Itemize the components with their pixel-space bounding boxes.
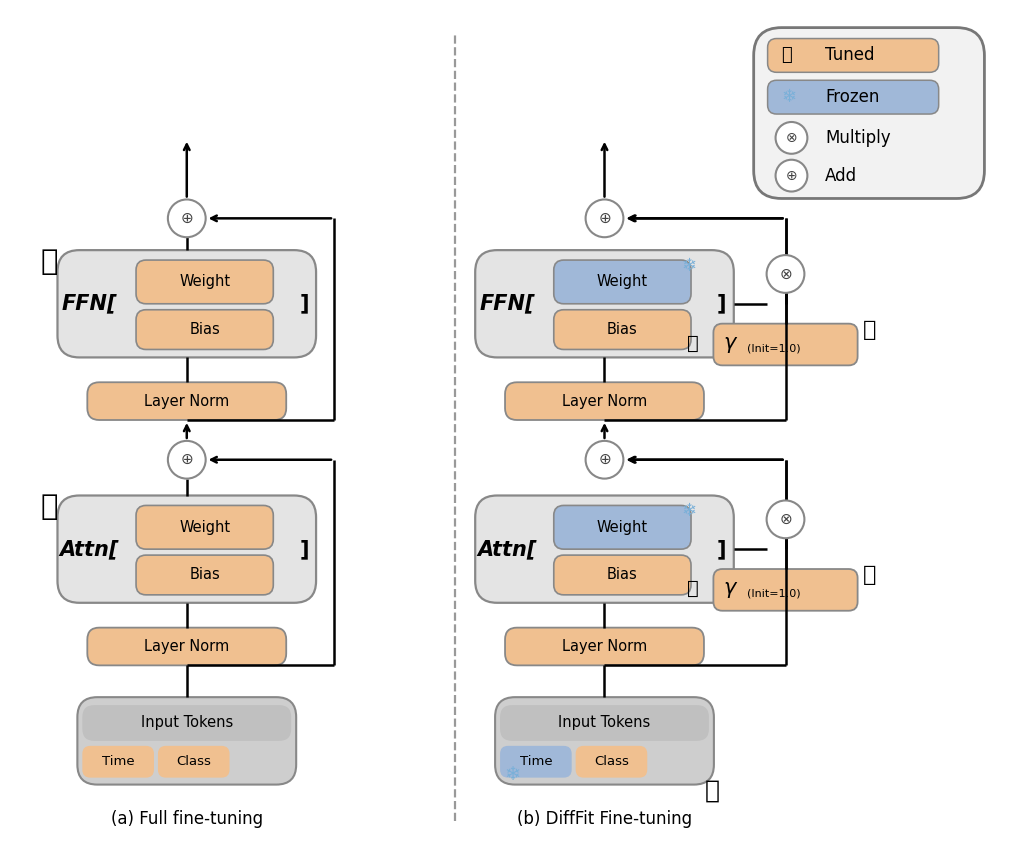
Text: ❄: ❄ — [781, 88, 797, 106]
Text: ]: ] — [717, 294, 727, 314]
FancyBboxPatch shape — [475, 250, 734, 357]
Text: (Init=1.0): (Init=1.0) — [748, 344, 801, 354]
Text: $\gamma$: $\gamma$ — [723, 334, 738, 354]
Text: (Init=1.0): (Init=1.0) — [748, 589, 801, 599]
FancyBboxPatch shape — [714, 323, 858, 365]
Text: (a) Full fine-tuning: (a) Full fine-tuning — [111, 810, 263, 829]
Text: Input Tokens: Input Tokens — [558, 716, 650, 731]
FancyBboxPatch shape — [505, 627, 703, 665]
Text: Class: Class — [594, 755, 629, 768]
FancyBboxPatch shape — [505, 382, 703, 420]
Text: Bias: Bias — [607, 568, 638, 583]
Text: Weight: Weight — [179, 274, 230, 290]
Text: 🔥: 🔥 — [41, 248, 58, 276]
FancyBboxPatch shape — [754, 28, 984, 199]
Text: ⊗: ⊗ — [779, 266, 792, 281]
Text: ⊕: ⊕ — [785, 168, 798, 183]
Circle shape — [168, 200, 206, 237]
FancyBboxPatch shape — [136, 505, 273, 549]
Text: ⊕: ⊕ — [180, 452, 194, 467]
Circle shape — [775, 160, 807, 191]
Text: 🔥: 🔥 — [863, 565, 877, 585]
Circle shape — [586, 441, 624, 478]
Text: ]: ] — [717, 539, 727, 559]
Text: FFN[: FFN[ — [61, 294, 117, 314]
Text: Bias: Bias — [189, 322, 220, 337]
FancyBboxPatch shape — [495, 697, 714, 785]
FancyBboxPatch shape — [136, 310, 273, 349]
Text: $\gamma$: $\gamma$ — [723, 580, 738, 600]
Text: (b) DiffFit Fine-tuning: (b) DiffFit Fine-tuning — [517, 810, 692, 829]
Text: Bias: Bias — [607, 322, 638, 337]
Text: 🔥: 🔥 — [687, 579, 699, 599]
Text: ⊕: ⊕ — [598, 452, 611, 467]
FancyBboxPatch shape — [768, 80, 939, 114]
Circle shape — [168, 441, 206, 478]
FancyBboxPatch shape — [554, 555, 691, 594]
Text: 🔥: 🔥 — [705, 779, 720, 802]
Text: 🔥: 🔥 — [863, 320, 877, 339]
Text: Weight: Weight — [179, 520, 230, 535]
Text: ⊕: ⊕ — [180, 210, 194, 226]
Text: Time: Time — [101, 755, 134, 768]
Text: Bias: Bias — [189, 568, 220, 583]
Text: Input Tokens: Input Tokens — [140, 716, 232, 731]
FancyBboxPatch shape — [554, 260, 691, 304]
Text: ❄: ❄ — [681, 503, 696, 520]
FancyBboxPatch shape — [87, 382, 287, 420]
FancyBboxPatch shape — [82, 746, 154, 778]
Circle shape — [586, 200, 624, 237]
Text: ⊗: ⊗ — [779, 512, 792, 527]
Text: Class: Class — [176, 755, 211, 768]
FancyBboxPatch shape — [87, 627, 287, 665]
Circle shape — [775, 122, 807, 154]
Text: Layer Norm: Layer Norm — [562, 639, 647, 654]
Text: Add: Add — [825, 167, 857, 184]
FancyBboxPatch shape — [136, 555, 273, 594]
Text: Attn[: Attn[ — [477, 539, 537, 559]
Text: Layer Norm: Layer Norm — [562, 393, 647, 408]
FancyBboxPatch shape — [554, 505, 691, 549]
Text: Layer Norm: Layer Norm — [144, 639, 229, 654]
FancyBboxPatch shape — [78, 697, 296, 785]
FancyBboxPatch shape — [714, 569, 858, 610]
FancyBboxPatch shape — [158, 746, 229, 778]
Text: 🔥: 🔥 — [687, 334, 699, 353]
Text: Frozen: Frozen — [825, 88, 880, 106]
Text: ]: ] — [299, 294, 309, 314]
FancyBboxPatch shape — [57, 250, 316, 357]
Text: Tuned: Tuned — [825, 46, 874, 65]
Text: ⊗: ⊗ — [785, 131, 798, 145]
FancyBboxPatch shape — [57, 495, 316, 603]
Text: Weight: Weight — [597, 274, 648, 290]
Text: ⊕: ⊕ — [598, 210, 611, 226]
FancyBboxPatch shape — [575, 746, 647, 778]
Text: 🔥: 🔥 — [781, 46, 793, 65]
Text: ❄: ❄ — [505, 765, 521, 784]
Text: Weight: Weight — [597, 520, 648, 535]
FancyBboxPatch shape — [768, 39, 939, 72]
FancyBboxPatch shape — [500, 705, 709, 741]
FancyBboxPatch shape — [475, 495, 734, 603]
Text: ❄: ❄ — [681, 257, 696, 275]
Circle shape — [767, 500, 805, 538]
Text: 🔥: 🔥 — [41, 493, 58, 521]
Circle shape — [767, 255, 805, 293]
Text: Multiply: Multiply — [825, 129, 891, 147]
Text: Layer Norm: Layer Norm — [144, 393, 229, 408]
FancyBboxPatch shape — [500, 746, 571, 778]
Text: Time: Time — [519, 755, 552, 768]
Text: ]: ] — [299, 539, 309, 559]
Text: FFN[: FFN[ — [479, 294, 535, 314]
Text: Attn[: Attn[ — [59, 539, 119, 559]
FancyBboxPatch shape — [136, 260, 273, 304]
FancyBboxPatch shape — [82, 705, 291, 741]
FancyBboxPatch shape — [554, 310, 691, 349]
